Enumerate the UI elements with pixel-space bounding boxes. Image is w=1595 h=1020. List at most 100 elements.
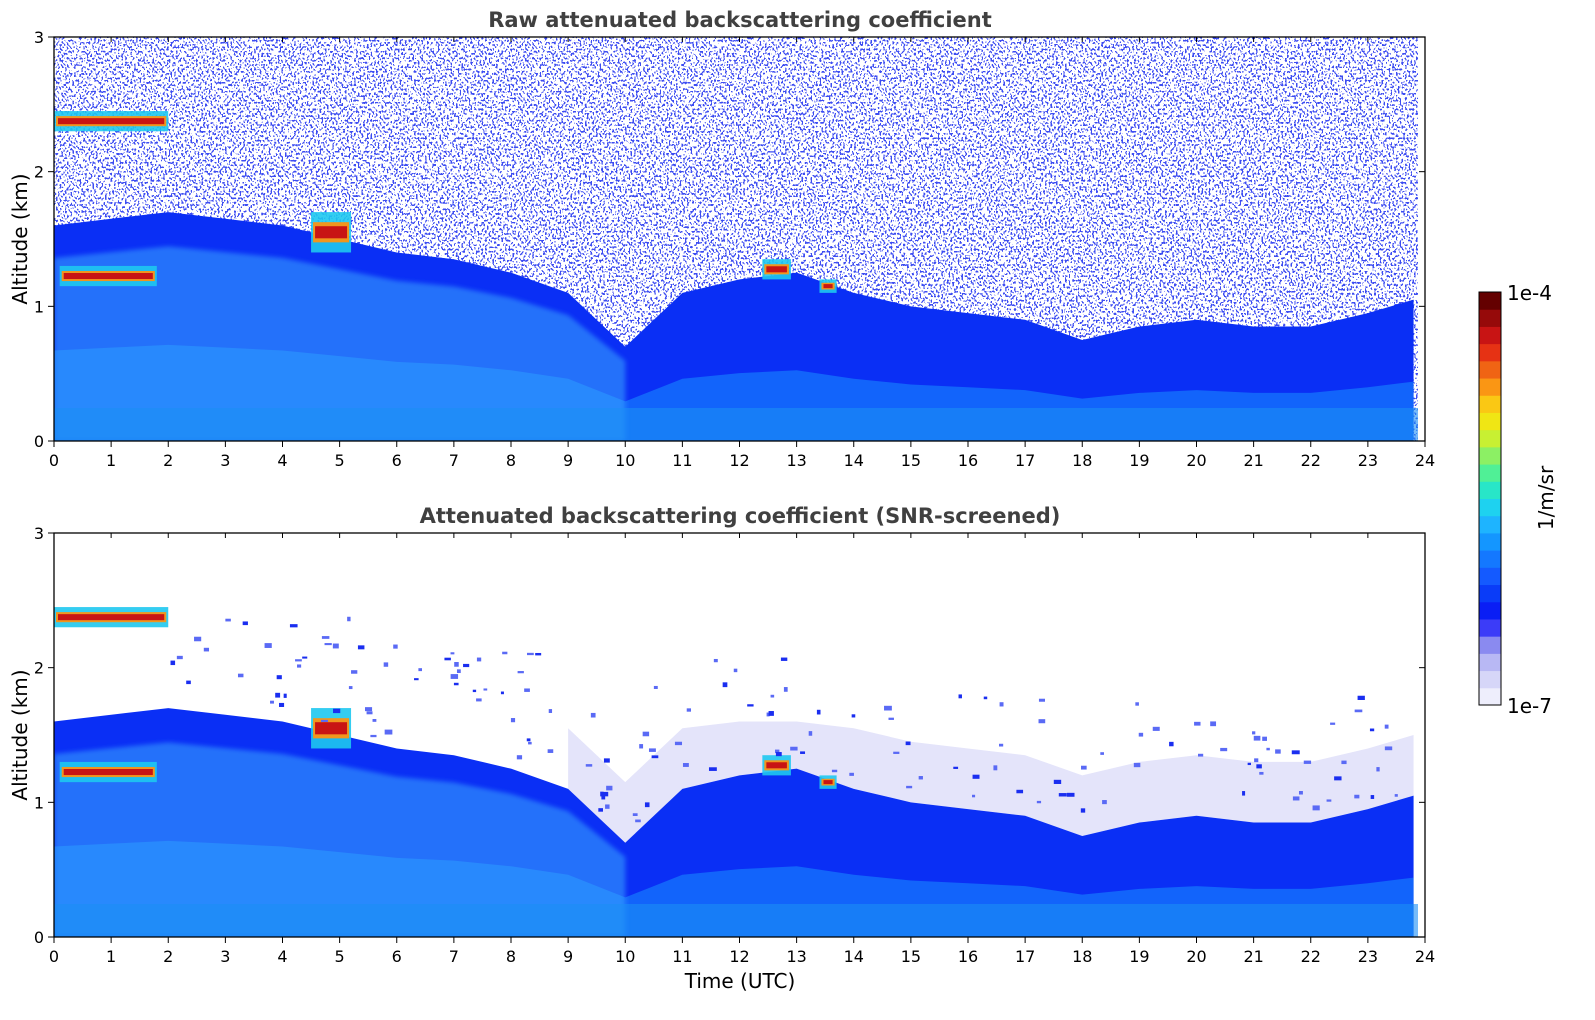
x-tick-label: 9 [563,451,573,470]
colorbar-swatch [1479,481,1501,499]
screened-y-axis-label: Altitude (km) [8,669,32,800]
screened-backscatter-panel: Attenuated backscattering coefficient (S… [8,504,1435,993]
x-tick-label: 10 [615,451,635,470]
colorbar-frame [1478,291,1502,706]
colorbar-swatch [1479,498,1501,517]
x-tick-label: 17 [1015,451,1035,470]
x-tick-label: 13 [786,451,806,470]
x-tick-label: 12 [729,451,749,470]
colorbar-swatch [1479,429,1501,448]
screened-y-axis: 0 1 2 3 [34,524,1425,947]
colorbar-swatch [1479,653,1501,672]
screened-heatmap [54,533,1425,937]
x-tick-label: 22 [1301,947,1321,966]
surface-layer-screened [54,904,1418,937]
aerosol-haze-raw [54,246,626,441]
x-tick-label: 5 [335,451,345,470]
x-tick-label: 19 [1129,947,1149,966]
raw-y-axis: 0 1 2 3 [34,28,1425,451]
cloud-feature [59,265,157,287]
raw-backscatter-panel: Raw attenuated backscattering coefficien… [8,8,1435,470]
x-tick-label: 10 [615,947,635,966]
colorbar-swatch [1479,412,1501,431]
cloud-features-raw [54,111,837,293]
colorbar-min-label: 1e-7 [1507,694,1552,718]
colorbar-swatch [1479,618,1501,637]
x-tick-label: 18 [1072,451,1092,470]
x-tick-label: 1 [106,451,116,470]
low-signal-region-screened [568,721,1414,843]
x-tick-label: 1 [106,947,116,966]
x-tick-label: 0 [49,947,59,966]
x-tick-label: 8 [506,947,516,966]
cloud-feature [311,212,352,253]
x-tick-label: 6 [392,451,402,470]
x-tick-label: 0 [49,451,59,470]
x-tick-label: 11 [672,451,692,470]
x-tick-label: 2 [163,451,173,470]
screened-x-axis: 0 1 2 3 4 5 6 7 8 9 10 11 12 13 14 15 16 17 18 19 20 21 22 23 24 [49,533,1435,966]
x-tick-label: 20 [1186,947,1206,966]
x-tick-label: 14 [844,947,864,966]
raw-y-axis-label: Altitude (km) [8,173,32,304]
raw-panel-title: Raw attenuated backscattering coefficien… [488,8,992,32]
x-tick-label: 23 [1358,451,1378,470]
colorbar-swatch [1479,292,1501,310]
x-tick-label: 16 [958,451,978,470]
x-tick-label: 7 [449,451,459,470]
x-tick-label: 19 [1129,451,1149,470]
cloud-feature [762,259,791,280]
cloud-feature [819,775,837,789]
cloud-features-screened [54,607,837,789]
x-tick-label: 20 [1186,451,1206,470]
colorbar-swatch [1479,395,1501,413]
x-tick-label: 16 [958,947,978,966]
colorbar-swatch [1479,343,1501,362]
x-tick-label: 21 [1243,451,1263,470]
y-tick-label: 3 [34,28,44,47]
colorbar: 1e-4 1e-7 1/m/sr [1478,281,1558,718]
cloud-feature [59,761,157,783]
y-tick-label: 0 [34,928,44,947]
colorbar-swatch [1479,550,1501,568]
x-tick-label: 4 [277,451,287,470]
colorbar-swatch [1479,584,1501,603]
x-tick-label: 15 [901,947,921,966]
raw-x-axis: 0 1 2 3 4 5 6 7 8 9 10 11 12 13 14 15 16 17 18 19 20 21 22 23 24 [49,37,1435,470]
x-tick-label: 22 [1301,451,1321,470]
x-tick-label: 11 [672,947,692,966]
cloud-feature [311,708,352,749]
x-tick-label: 14 [844,451,864,470]
colorbar-swatch [1479,567,1501,586]
colorbar-unit-label: 1/m/sr [1534,465,1558,530]
x-tick-label: 4 [277,947,287,966]
colorbar-swatch [1479,687,1501,706]
colorbar-swatch [1479,464,1501,482]
x-tick-label: 24 [1415,947,1435,966]
x-tick-label: 2 [163,947,173,966]
y-tick-label: 2 [34,659,44,678]
x-tick-label: 12 [729,947,749,966]
x-tick-label: 15 [901,451,921,470]
colorbar-swatch [1479,309,1501,327]
aerosol-haze-screened [54,742,626,937]
x-tick-label: 24 [1415,451,1435,470]
x-tick-label: 3 [220,451,230,470]
colorbar-swatch [1479,532,1501,551]
y-tick-label: 2 [34,163,44,182]
x-tick-label: 9 [563,947,573,966]
colorbar-swatch [1479,360,1501,379]
colorbar-swatch [1479,601,1501,620]
screened-panel-title: Attenuated backscattering coefficient (S… [420,504,1061,528]
x-tick-label: 18 [1072,947,1092,966]
colorbar-swatch [1479,326,1501,345]
surface-layer-raw [54,408,1418,441]
x-tick-label: 5 [335,947,345,966]
x-tick-label: 3 [220,947,230,966]
colorbar-swatch [1479,515,1501,534]
y-tick-label: 1 [34,297,44,316]
x-tick-label: 21 [1243,947,1263,966]
y-tick-label: 3 [34,524,44,543]
x-tick-label: 7 [449,947,459,966]
